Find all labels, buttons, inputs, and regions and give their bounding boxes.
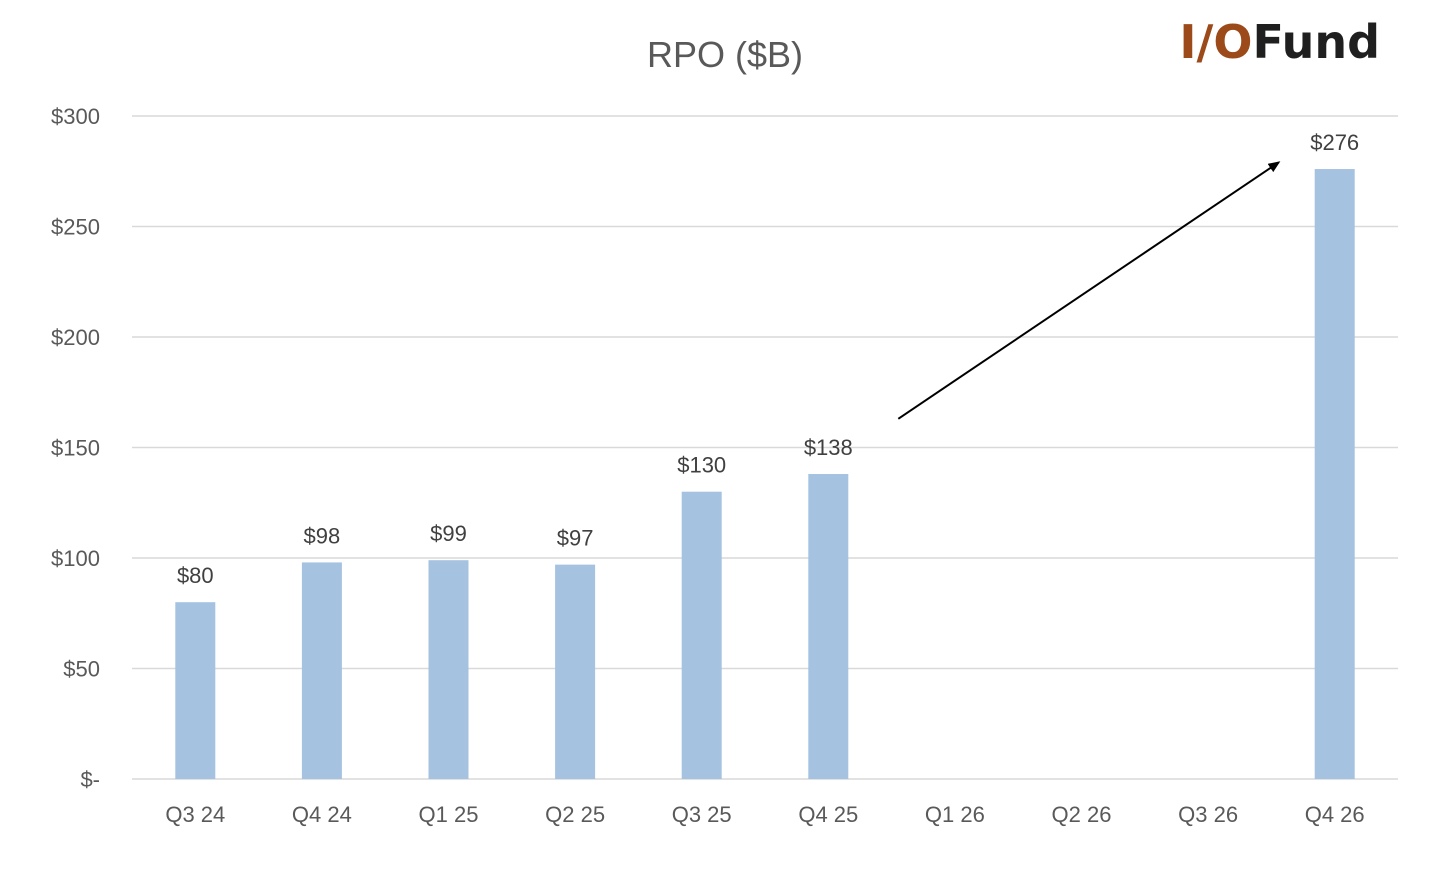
data-label: $80 — [177, 563, 214, 588]
bar — [301, 562, 342, 779]
y-tick-label: $300 — [51, 104, 100, 129]
y-tick-label: $100 — [51, 546, 100, 571]
data-label: $98 — [304, 523, 341, 548]
data-label: $276 — [1310, 130, 1359, 155]
bar — [808, 474, 849, 779]
logo: I/OFund — [1179, 15, 1380, 69]
y-tick-label: $250 — [51, 215, 100, 240]
data-label: $130 — [677, 453, 726, 478]
logo-part-fund: Fund — [1252, 15, 1380, 69]
svg-text:I/OFund: I/OFund — [1179, 15, 1380, 69]
y-axis-ticks: $- $50 $100 $150 $200 $250 $300 — [51, 104, 100, 792]
x-tick-label: Q4 24 — [292, 802, 352, 827]
y-tick-label: $150 — [51, 436, 100, 461]
x-tick-label: Q2 26 — [1052, 802, 1112, 827]
annotations — [897, 161, 1281, 420]
bars — [175, 169, 1355, 780]
x-axis-ticks: Q3 24 Q4 24 Q1 25 Q2 25 Q3 25 Q4 25 Q1 26 Q2 26… — [165, 802, 1364, 827]
x-tick-label: Q1 25 — [419, 802, 479, 827]
bar — [681, 491, 722, 779]
bar — [1314, 169, 1355, 780]
logo-part-io: I/O — [1179, 15, 1252, 69]
bar — [428, 560, 469, 779]
trend-arrow — [897, 161, 1281, 420]
data-label: $99 — [430, 521, 467, 546]
data-label: $97 — [557, 526, 594, 551]
x-tick-label: Q4 26 — [1305, 802, 1365, 827]
bar — [175, 602, 216, 779]
x-tick-label: Q2 25 — [545, 802, 605, 827]
y-tick-label: $- — [80, 767, 100, 792]
x-tick-label: Q3 26 — [1178, 802, 1238, 827]
data-label: $138 — [804, 435, 853, 460]
x-tick-label: Q1 26 — [925, 802, 985, 827]
bar — [555, 564, 596, 779]
gridlines — [132, 115, 1398, 780]
chart-title: RPO ($B) — [647, 34, 803, 75]
y-tick-label: $200 — [51, 325, 100, 350]
x-tick-label: Q3 24 — [165, 802, 225, 827]
x-tick-label: Q4 25 — [798, 802, 858, 827]
y-tick-label: $50 — [63, 657, 100, 682]
data-labels: $80 $98 $99 $97 $130 $138 $276 — [177, 130, 1359, 588]
x-tick-label: Q3 25 — [672, 802, 732, 827]
